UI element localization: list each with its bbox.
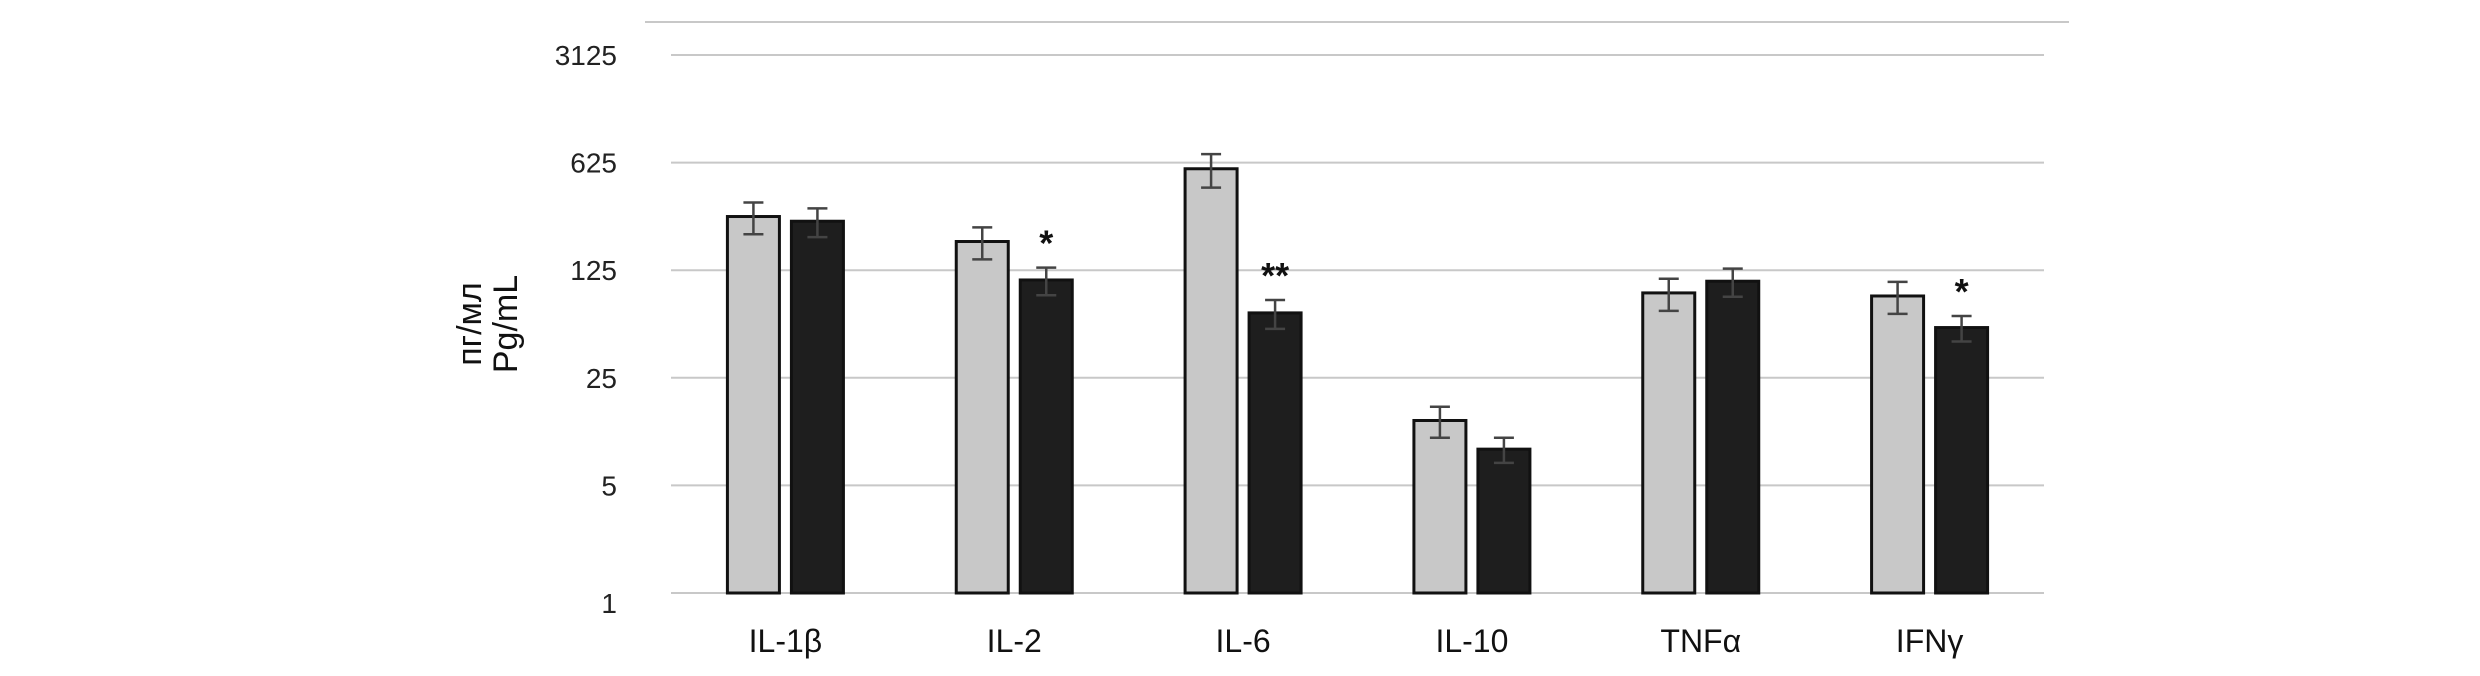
category-labels: IL-1β IL-2 IL-6 IL-10 TNFα IFNγ xyxy=(749,623,1964,659)
significance-marker: ** xyxy=(1261,255,1289,296)
gridlines xyxy=(671,54,2044,594)
bar-light xyxy=(1870,294,1926,595)
bar-light xyxy=(954,240,1010,595)
y-tick-label: 3125 xyxy=(555,40,617,71)
error-bar xyxy=(1036,266,1057,297)
y-tick-label: 125 xyxy=(570,255,617,286)
category-label: IL-6 xyxy=(1216,623,1271,659)
error-bar xyxy=(1201,152,1222,189)
bar-light xyxy=(725,215,781,595)
error-bar xyxy=(972,226,993,261)
y-axis-label: пг/мл Pg/mL xyxy=(451,275,525,373)
error-bar xyxy=(743,201,764,236)
error-bar xyxy=(1887,280,1908,316)
error-bar xyxy=(1265,298,1286,331)
bar-light xyxy=(1412,418,1468,595)
category-label: IFNγ xyxy=(1896,623,1964,659)
bar-dark xyxy=(1476,447,1532,595)
category-label: IL-10 xyxy=(1435,623,1508,659)
y-tick-label: 625 xyxy=(570,148,617,179)
y-tick-label: 25 xyxy=(586,363,617,394)
y-tick-labels: 1 5 25 125 625 3125 xyxy=(555,40,617,619)
y-axis-label-line-2: Pg/mL xyxy=(487,275,525,373)
category-label: IL-1β xyxy=(749,623,823,659)
category-label: IL-2 xyxy=(987,623,1042,659)
y-axis-label-line-1: пг/мл xyxy=(451,282,489,365)
y-tick-label: 1 xyxy=(601,588,617,619)
bars: *** * xyxy=(725,152,1990,595)
significance-marker: * xyxy=(1039,223,1053,264)
error-bar xyxy=(1658,277,1679,313)
error-bar xyxy=(1722,267,1743,299)
bar-dark xyxy=(1018,278,1074,595)
y-tick-label: 5 xyxy=(601,470,617,501)
bar-dark xyxy=(1247,311,1303,595)
bar-light xyxy=(1183,167,1239,595)
bar-dark xyxy=(1934,326,1990,595)
significance-marker: * xyxy=(1955,271,1969,312)
bar-light xyxy=(1641,291,1697,595)
error-bar xyxy=(1951,314,1972,343)
bar-dark xyxy=(789,219,845,595)
bar-dark xyxy=(1705,279,1761,595)
category-label: TNFα xyxy=(1660,623,1741,659)
error-bar xyxy=(1493,436,1514,465)
error-bar xyxy=(1429,405,1450,439)
error-bar xyxy=(807,207,828,239)
